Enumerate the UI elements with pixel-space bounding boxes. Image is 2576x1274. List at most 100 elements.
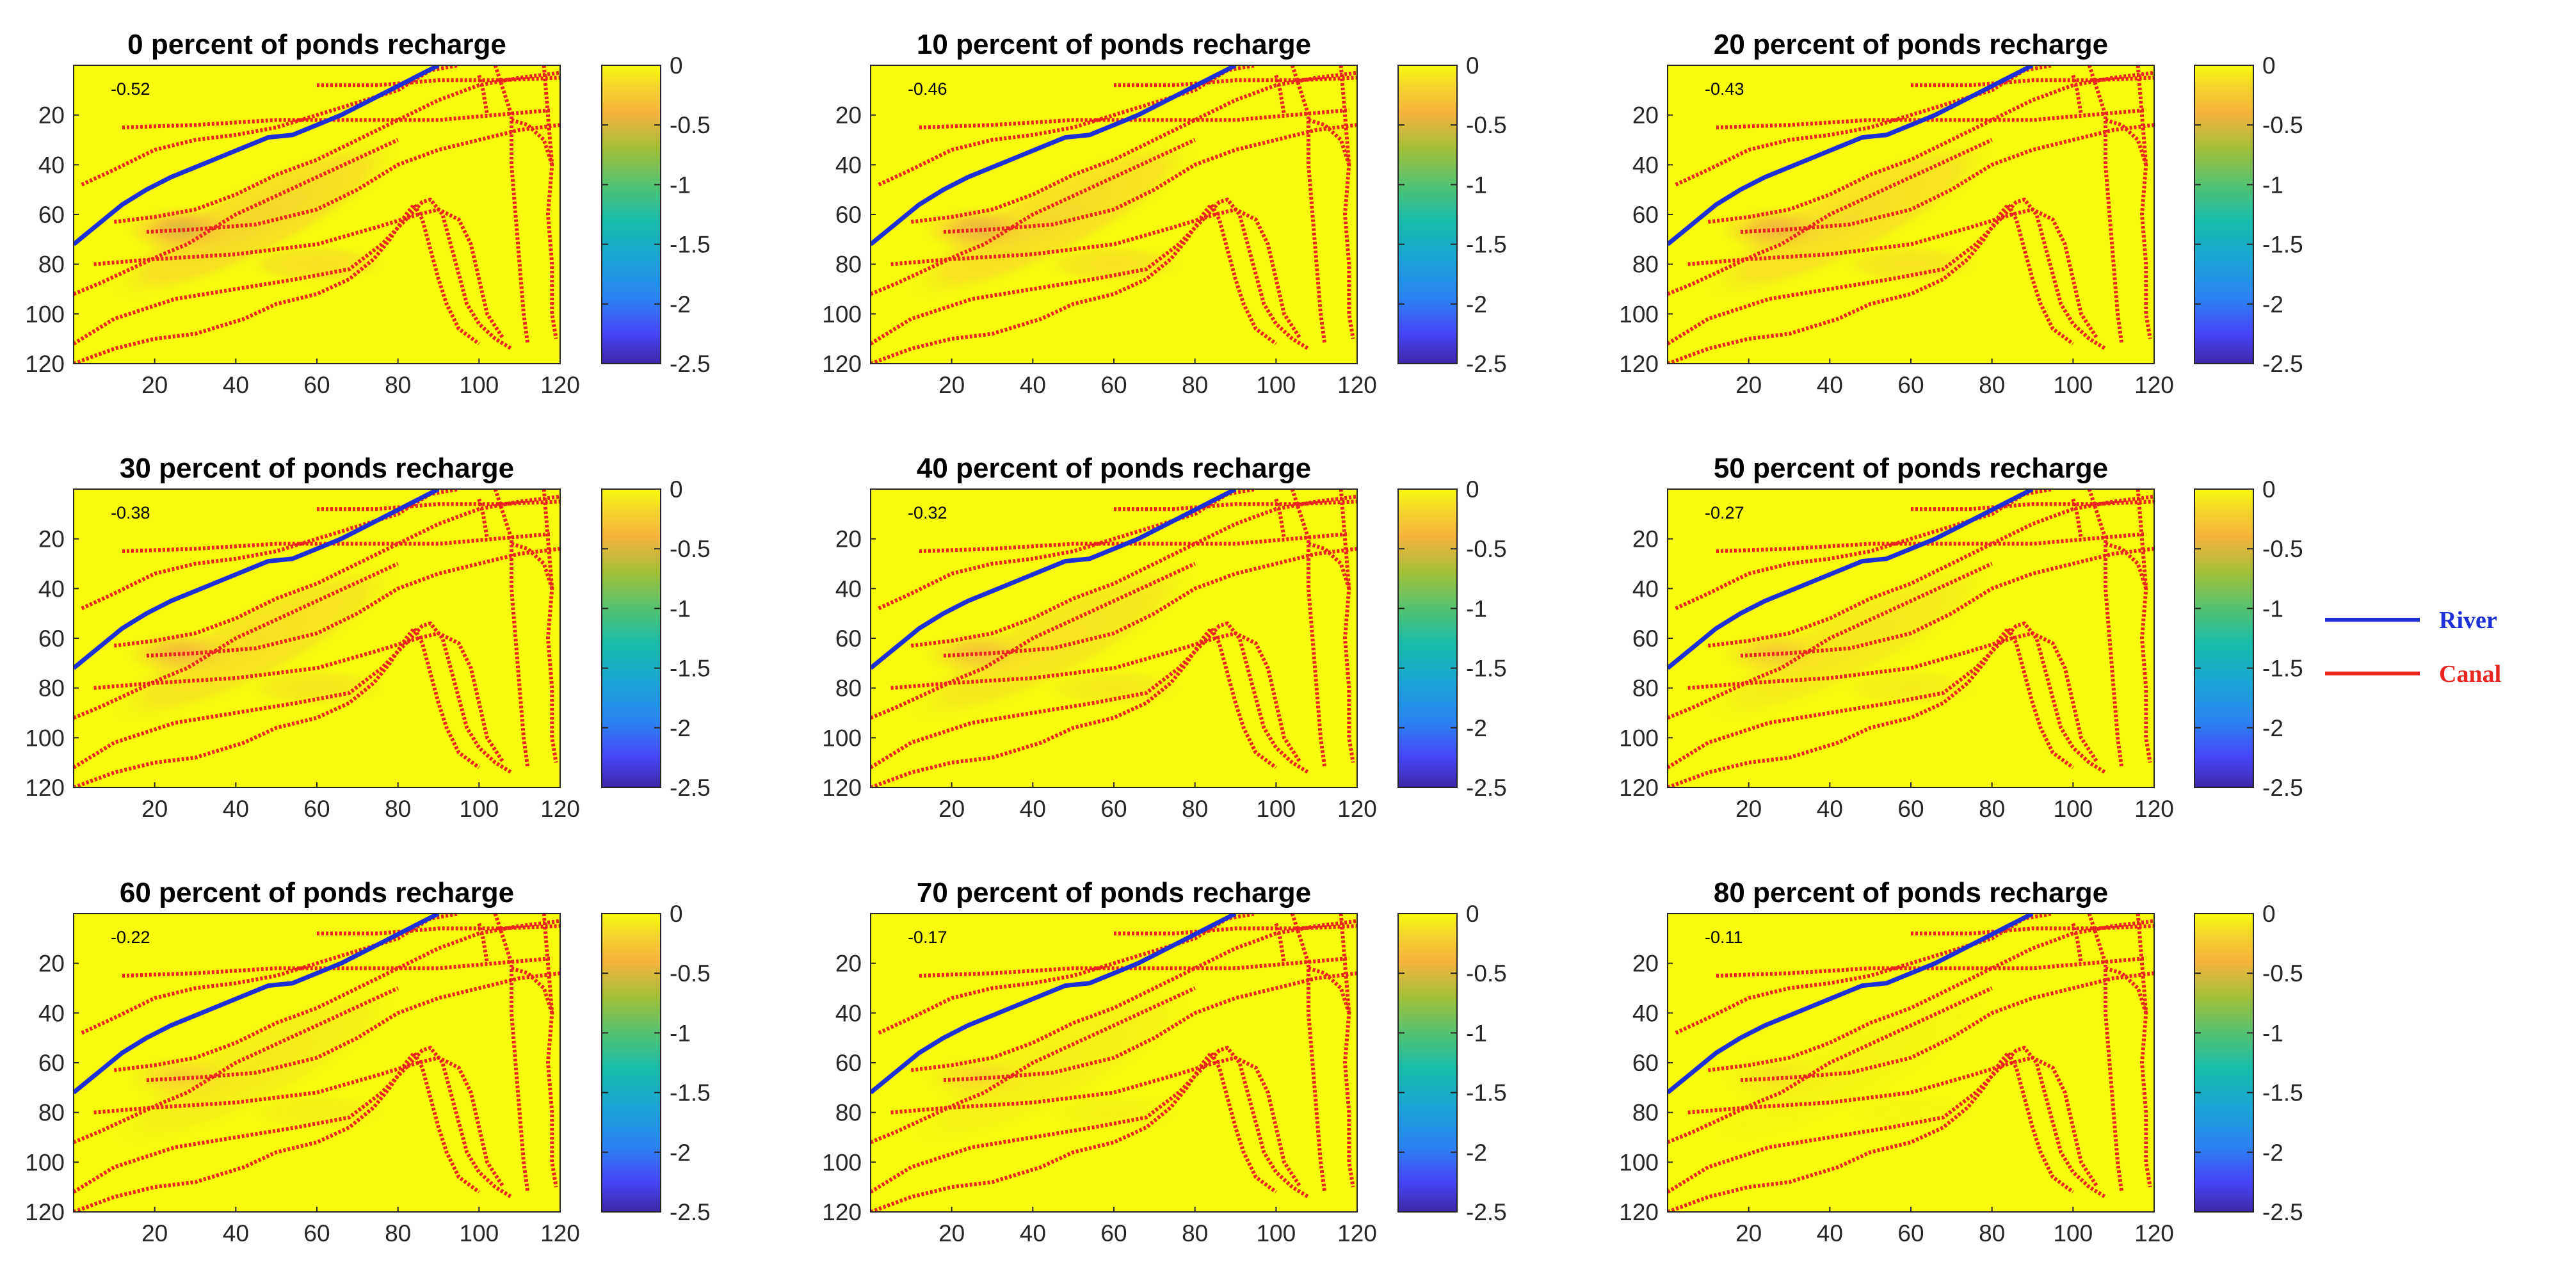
river-line <box>871 489 1237 670</box>
canal-line <box>122 956 552 978</box>
canal-line <box>1308 966 1351 1014</box>
canal-line <box>317 76 560 88</box>
canal-line <box>74 202 481 364</box>
y-tick-label: 80 <box>1632 252 1659 278</box>
canal-line <box>1911 499 2154 512</box>
x-tick-label: 80 <box>1182 796 1208 822</box>
colorbar: 0 -0.5 -1 -1.5 -2 -2.5 <box>1397 476 1507 801</box>
drawdown-halo <box>103 558 409 729</box>
canal-line <box>74 561 399 720</box>
drawdown-halo <box>900 558 1206 729</box>
colorbar-gradient <box>2194 488 2254 788</box>
colorbar-tick-label: -1 <box>670 595 691 622</box>
y-tick-label: 20 <box>38 102 65 129</box>
y-tick-label: 80 <box>1632 1100 1659 1126</box>
colorbar-tick-label: -1 <box>670 172 691 198</box>
colorbar-tick-label: -1.5 <box>1466 1080 1507 1106</box>
y-tick-label: 80 <box>38 675 65 702</box>
canal-line <box>1290 914 1327 1193</box>
canal-line <box>2087 489 2124 768</box>
canal-line <box>1911 924 2154 936</box>
river-line <box>74 65 440 246</box>
colorbar: 0 -0.5 -1 -1.5 -2 -2.5 <box>601 901 711 1225</box>
x-tick-label: 60 <box>303 372 330 398</box>
legend-label-river: River <box>2439 607 2497 634</box>
x-tick-label: 100 <box>1256 1220 1296 1246</box>
x-tick-label: 20 <box>938 1220 965 1246</box>
y-tick-label: 120 <box>25 775 65 801</box>
colorbar-tick-label: 0 <box>670 52 683 79</box>
y-tick-label: 120 <box>25 1199 65 1225</box>
canal-line <box>1290 65 1327 344</box>
canal-line <box>477 923 489 964</box>
canal-line <box>542 489 558 763</box>
canal-line <box>919 956 1349 978</box>
canal-line <box>1707 919 2154 1072</box>
colorbar-tick-label: -1 <box>1466 595 1487 622</box>
x-tick-label: 20 <box>141 1220 168 1246</box>
y-tick-label: 40 <box>38 576 65 602</box>
colorbar: 0 -0.5 -1 -1.5 -2 -2.5 <box>601 476 711 801</box>
colorbar-tick-label: -1.5 <box>1466 656 1507 682</box>
colorbar: 0 -0.5 -1 -1.5 -2 -2.5 <box>2194 476 2303 801</box>
y-tick-label: 100 <box>25 1149 65 1175</box>
x-tick-label: 40 <box>1817 1220 1843 1246</box>
colorbar-tick-label: -1 <box>1466 172 1487 198</box>
colorbar-tick-label: -1 <box>1466 1020 1487 1046</box>
x-tick-label: 100 <box>1256 372 1296 398</box>
canal-line <box>74 1051 481 1212</box>
min-value-label: -0.43 <box>1705 79 1744 99</box>
colorbar-tick-label: -1 <box>2262 172 2283 198</box>
panel-title: 40 percent of ponds recharge <box>917 453 1311 484</box>
canal-line <box>122 531 552 554</box>
canal-line <box>919 108 1349 130</box>
canal-line <box>1274 923 1286 964</box>
canal-line <box>910 919 1357 1072</box>
colorbar-tick-label: -2.5 <box>1466 1199 1507 1225</box>
canal-line <box>74 1045 513 1199</box>
canal-line <box>1308 542 1351 590</box>
y-tick-label: 20 <box>835 526 862 552</box>
min-value-label: -0.11 <box>1705 928 1743 947</box>
y-tick-label: 80 <box>38 252 65 278</box>
canal-line <box>511 542 554 590</box>
canal-line <box>2071 74 2083 116</box>
x-tick-label: 40 <box>1817 372 1843 398</box>
canal-line <box>1707 70 2154 224</box>
canal-line <box>2105 966 2148 1014</box>
canal-line <box>493 65 530 344</box>
y-tick-label: 120 <box>822 351 862 377</box>
y-tick-label: 100 <box>1619 725 1659 751</box>
canal-line <box>2136 489 2152 763</box>
x-tick-label: 20 <box>141 372 168 398</box>
heatmap-panel: 20 40 60 80 100 120 20 40 60 80 100 120 0 percent of… <box>25 29 711 398</box>
y-tick-label: 100 <box>822 301 862 327</box>
colorbar-gradient <box>1397 65 1458 364</box>
x-tick-label: 120 <box>1337 796 1377 822</box>
y-tick-label: 20 <box>38 951 65 977</box>
colorbar-tick-label: 0 <box>2262 901 2276 927</box>
canal-line <box>2087 914 2124 1193</box>
colorbar-tick-label: -1.5 <box>2262 656 2303 682</box>
colorbar-tick-label: 0 <box>2262 52 2276 79</box>
x-tick-label: 120 <box>1337 372 1377 398</box>
colorbar-gradient <box>601 65 661 364</box>
colorbar-tick-label: -2 <box>1466 1140 1487 1166</box>
y-tick-label: 120 <box>1619 351 1659 377</box>
y-tick-label: 120 <box>1619 1199 1659 1225</box>
canal-line <box>1339 489 1355 763</box>
colorbar-tick-label: -1 <box>2262 1020 2283 1046</box>
x-tick-label: 60 <box>1897 796 1924 822</box>
x-tick-label: 20 <box>938 372 965 398</box>
x-tick-label: 60 <box>303 796 330 822</box>
y-tick-label: 40 <box>835 1000 862 1026</box>
canal-line <box>74 138 399 296</box>
canal-line <box>74 197 513 351</box>
x-tick-label: 100 <box>2053 1220 2093 1246</box>
colorbar-tick-label: 0 <box>1466 476 1479 503</box>
y-tick-label: 40 <box>1632 1000 1659 1026</box>
colorbar: 0 -0.5 -1 -1.5 -2 -2.5 <box>2194 901 2303 1225</box>
y-tick-label: 40 <box>1632 576 1659 602</box>
colorbar-gradient <box>2194 65 2254 364</box>
canal-line <box>910 70 1357 224</box>
